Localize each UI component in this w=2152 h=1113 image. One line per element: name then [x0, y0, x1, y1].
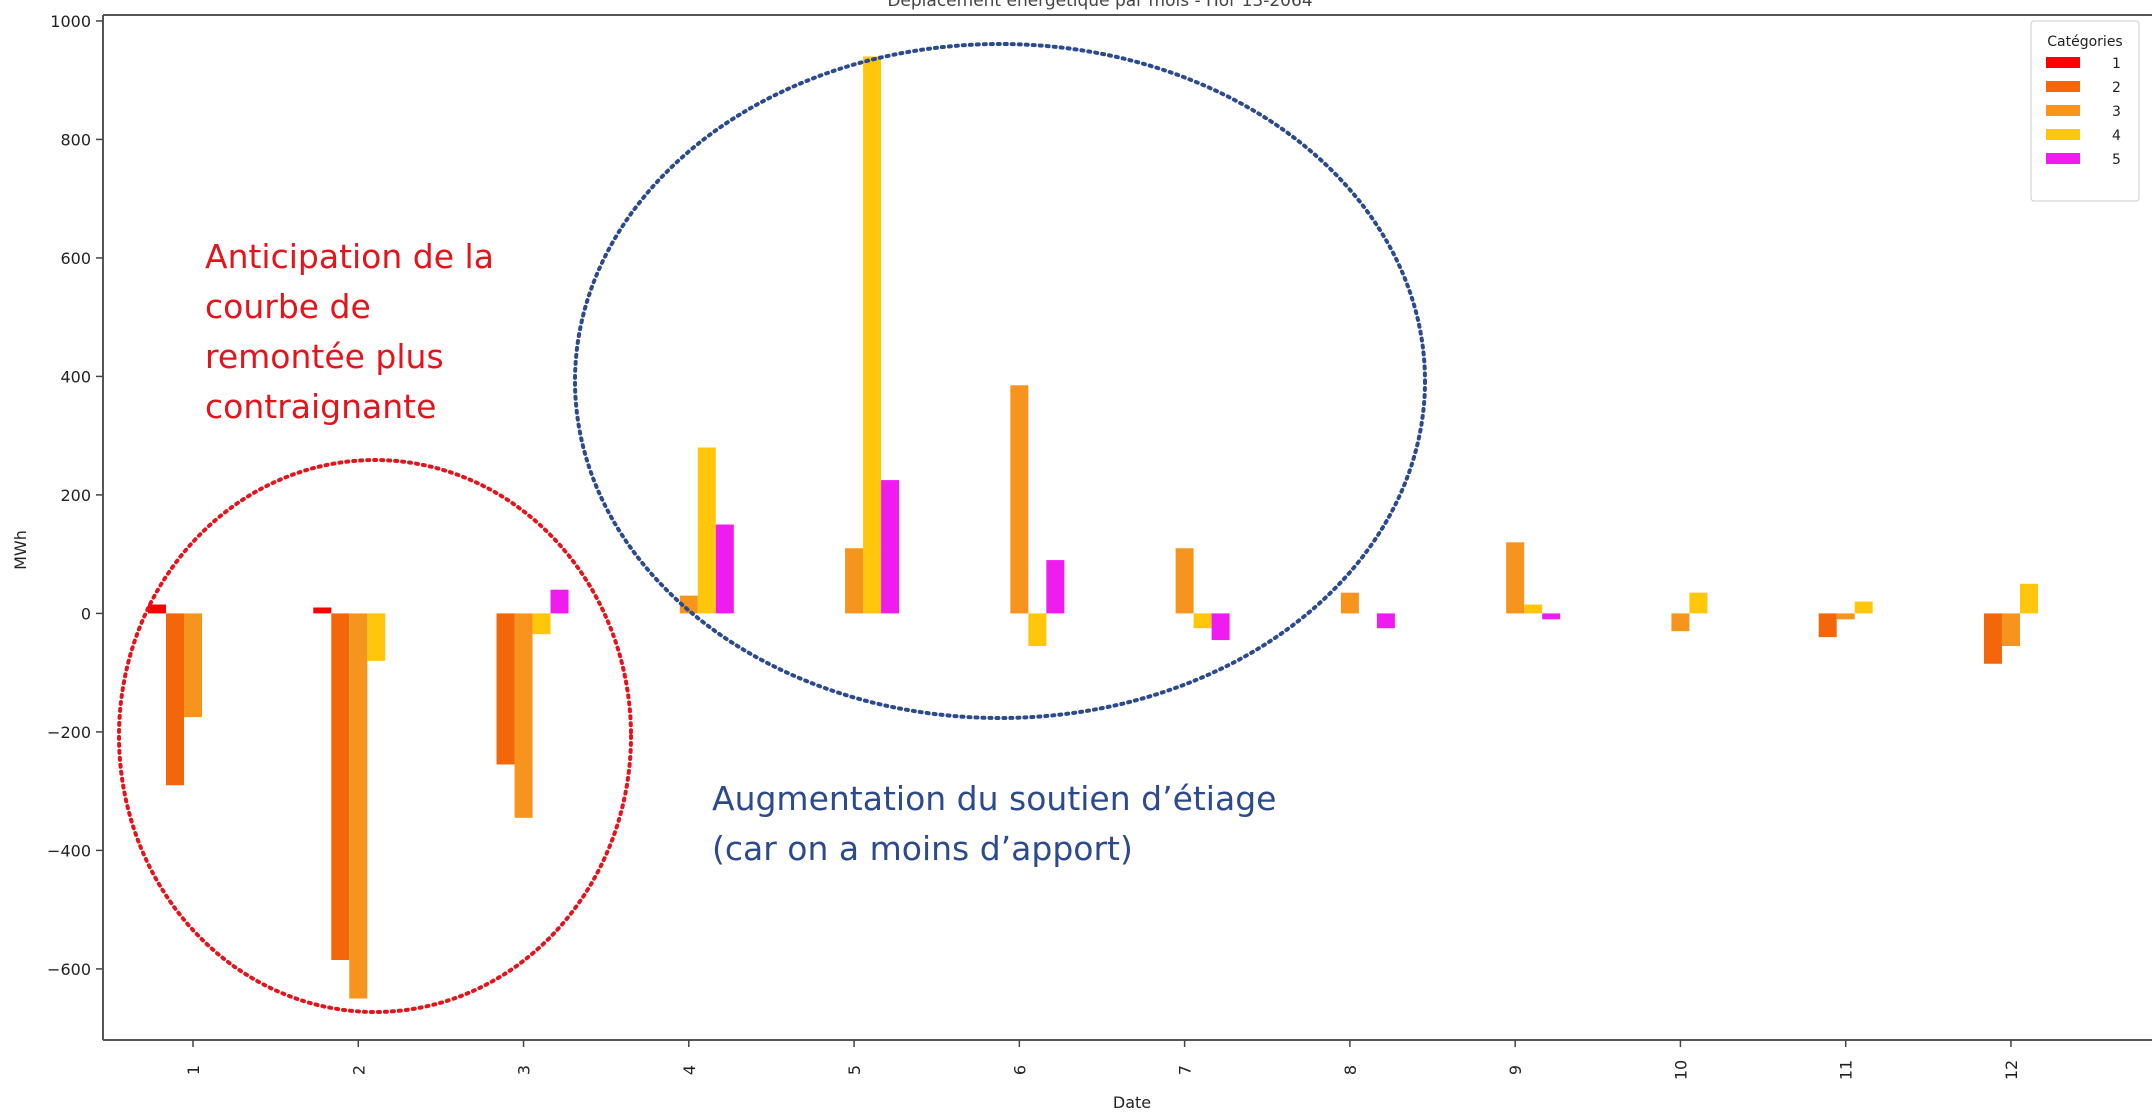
legend-label: 1	[2112, 56, 2121, 72]
bar-series-4	[863, 56, 882, 614]
legend-swatch	[2046, 129, 2080, 140]
blue-annotation: Augmentation du soutien d’étiage (car on…	[573, 42, 1427, 868]
legend-swatch	[2046, 105, 2080, 116]
y-tick-label: −200	[47, 723, 91, 742]
blue-annotation-line-1: Augmentation du soutien d’étiage	[712, 779, 1276, 818]
x-tick-label: 10	[1671, 1060, 1690, 1080]
bar-series-4	[1689, 592, 1708, 614]
y-tick-label: 1000	[50, 12, 91, 31]
bar-series-4	[367, 613, 386, 661]
bar-series-3	[514, 613, 533, 818]
bar-series-3	[2001, 613, 2020, 646]
bar-series-2	[1983, 613, 2002, 664]
x-tick-label: 12	[2002, 1060, 2021, 1080]
bar-series-4	[1854, 601, 1873, 614]
red-annotation: Anticipation de la courbe de remontée pl…	[117, 237, 633, 1014]
legend: Catégories 1 2 3 4 5	[2030, 20, 2140, 202]
y-tick-label: 0	[81, 604, 91, 623]
blue-annotation-line-2: (car on a moins d’apport)	[712, 829, 1133, 868]
y-tick-label: 200	[60, 486, 91, 505]
bar-series-4	[1193, 613, 1212, 629]
x-tick-label: 9	[1506, 1065, 1525, 1075]
y-tick-label: 600	[60, 249, 91, 268]
red-annotation-line-4: contraignante	[205, 387, 436, 426]
bar-series-4	[1028, 613, 1047, 646]
legend-label: 3	[2112, 104, 2121, 120]
x-tick-label: 1	[184, 1065, 203, 1075]
bar-series-3	[1671, 613, 1690, 632]
bar-series-3	[1506, 542, 1525, 614]
bar-series-4	[1524, 604, 1543, 614]
bar-series-3	[1836, 613, 1855, 620]
bar-series-5	[550, 589, 569, 614]
legend-label: 2	[2112, 80, 2121, 96]
blue-annotation-ellipse	[573, 42, 1427, 720]
bar-series-4	[2019, 583, 2038, 614]
bar-series-5	[1542, 613, 1561, 620]
legend-title: Catégories	[2047, 34, 2122, 50]
bar-series-3	[1175, 548, 1194, 614]
red-annotation-ellipse	[117, 458, 633, 1014]
legend-label: 5	[2112, 152, 2121, 168]
bar-series-4	[532, 613, 551, 635]
legend-swatch	[2046, 81, 2080, 92]
bar-series-5	[1046, 560, 1065, 614]
y-tick-label: 400	[60, 367, 91, 386]
bar-series-5	[715, 524, 734, 614]
x-tick-label: 4	[680, 1065, 699, 1075]
x-tick-label: 5	[845, 1065, 864, 1075]
bar-series-1	[148, 604, 166, 614]
bar-series-5	[1376, 613, 1395, 629]
y-tick-label: −400	[47, 841, 91, 860]
bar-series-2	[496, 613, 515, 765]
bar-series-3	[349, 613, 368, 999]
x-tick-label: 8	[1341, 1065, 1360, 1075]
bars-group	[148, 56, 2038, 999]
y-tick-label: 800	[60, 130, 91, 149]
bar-series-1	[313, 607, 332, 614]
bar-series-2	[1818, 613, 1837, 638]
bar-series-5	[1211, 613, 1230, 641]
bar-series-3	[1340, 592, 1359, 614]
bar-series-3	[845, 548, 864, 614]
legend-swatch	[2046, 153, 2080, 164]
x-tick-label: 3	[515, 1065, 534, 1075]
x-tick-label: 11	[1837, 1060, 1856, 1080]
x-tick-label: 6	[1010, 1065, 1029, 1075]
bar-series-2	[331, 613, 350, 961]
red-annotation-line-3: remontée plus	[205, 337, 444, 376]
x-tick-label: 2	[349, 1065, 368, 1075]
bar-series-4	[697, 447, 716, 614]
bar-series-5	[881, 480, 900, 614]
red-annotation-line-1: Anticipation de la	[205, 237, 494, 276]
red-annotation-line-2: courbe de	[205, 287, 371, 326]
x-axis-title: Date	[1113, 1093, 1151, 1112]
y-tick-label: −600	[47, 960, 91, 979]
legend-swatch	[2046, 57, 2080, 68]
x-tick-label: 7	[1176, 1065, 1195, 1075]
legend-label: 4	[2112, 128, 2121, 144]
chart-title: Déplacement énergétique par mois - Hor 1…	[887, 0, 1312, 11]
bar-series-3	[1010, 385, 1029, 614]
y-axis-title: MWh	[11, 530, 30, 570]
bar-series-2	[166, 613, 184, 786]
bar-series-3	[184, 613, 202, 718]
